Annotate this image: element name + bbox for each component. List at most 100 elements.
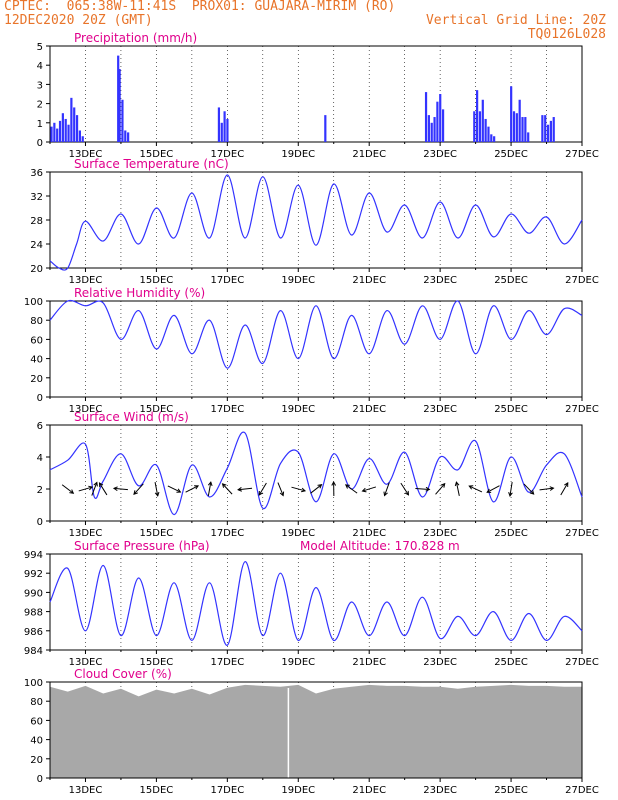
temperature-title: Surface Temperature (nC) (74, 157, 229, 171)
precipitation-bar (552, 117, 555, 142)
pressure-panel: 13DEC 15DEC 17DEC 19DEC 21DEC 23DEC 25DEC 27DEC… (24, 539, 599, 668)
humidity-x-tick-label: 23DEC (423, 404, 457, 415)
precipitation-x-tick-label: 13DEC (69, 149, 103, 160)
temperature-y-tick-label: 36 (30, 168, 43, 179)
pressure-y-tick-label: 986 (24, 627, 43, 638)
cloud-frame-overlay (49, 681, 583, 779)
pressure-x-tick-label: 23DEC (423, 657, 457, 668)
wind-x-tick-label: 15DEC (140, 528, 174, 539)
wind-arrow (539, 486, 555, 491)
humidity-y-tick-label: 100 (24, 297, 43, 308)
wind-arrow (508, 482, 513, 497)
temperature-panel: 13DEC 15DEC 17DEC 19DEC 21DEC 23DEC 25DEC 27DEC… (30, 157, 599, 286)
precipitation-bar (441, 109, 445, 142)
precipitation-x-tick-label: 15DEC (140, 149, 174, 160)
cloud-y-tick-label: 20 (30, 755, 43, 766)
precipitation-x-tick-label: 17DEC (210, 149, 244, 160)
precipitation-bar (424, 92, 428, 142)
pressure-x-tick-label: 21DEC (352, 657, 386, 668)
precipitation-x-tick-label: 27DEC (565, 149, 599, 160)
cloud-x-tick-label: 25DEC (494, 785, 528, 796)
precipitation-bar (510, 86, 513, 142)
cloud-y-tick-label: 100 (24, 678, 43, 689)
wind-title: Surface Wind (m/s) (74, 410, 189, 424)
humidity-x-tick-label: 27DEC (565, 404, 599, 415)
temperature-x-tick-label: 25DEC (494, 275, 528, 286)
precipitation-bar (544, 115, 547, 142)
precipitation-bar (117, 55, 120, 142)
humidity-x-tick-label: 17DEC (210, 404, 244, 415)
temperature-x-tick-label: 27DEC (565, 275, 599, 286)
humidity-series-line (49, 299, 583, 369)
cloud-x-tick-label: 23DEC (423, 785, 457, 796)
precipitation-y-tick-label: 2 (37, 100, 43, 111)
wind-y-tick-label: 0 (37, 517, 43, 528)
precipitation-bar (127, 132, 130, 142)
humidity-y-tick-label: 40 (30, 355, 43, 366)
temperature-y-tick-label: 28 (30, 216, 43, 227)
humidity-x-tick-label: 25DEC (494, 404, 528, 415)
vertical-grid-info: Vertical Grid Line: 20Z (425, 13, 606, 28)
precipitation-bar (481, 99, 484, 142)
wind-panel: 13DEC 15DEC 17DEC 19DEC 21DEC 23DEC 25DEC 27DEC… (37, 410, 599, 539)
cloud-y-tick-label: 80 (30, 697, 43, 708)
wind-arrow (454, 481, 460, 496)
wind-arrow (185, 485, 200, 493)
wind-arrow (258, 482, 267, 496)
precipitation-bar (324, 115, 327, 142)
precipitation-bar (427, 115, 430, 142)
wind-arrow (523, 483, 535, 495)
precipitation-bar (493, 136, 496, 142)
precipitation-bar (75, 115, 79, 142)
precipitation-bar (121, 99, 124, 142)
precipitation-panel: 13DEC 15DEC 17DEC 19DEC 21DEC 23DEC 25DEC 27DEC… (37, 31, 599, 160)
wind-y-tick-label: 6 (37, 421, 43, 432)
precipitation-bar (58, 120, 62, 142)
precipitation-bar (484, 118, 487, 142)
humidity-y-tick-label: 0 (37, 393, 43, 404)
wind-arrow (167, 485, 182, 493)
pressure-y-tick-label: 988 (24, 608, 43, 619)
cloud-x-tick-label: 15DEC (140, 785, 174, 796)
precipitation-bar (73, 107, 76, 142)
temperature-y-tick-label: 24 (30, 240, 43, 251)
precipitation-bar (217, 107, 221, 142)
pressure-series-line (49, 561, 583, 646)
humidity-x-tick-label: 15DEC (140, 404, 174, 415)
wind-arrow (237, 487, 253, 492)
precipitation-bar (50, 126, 53, 142)
precipitation-bar (439, 94, 442, 142)
cloud-title: Cloud Cover (%) (74, 667, 172, 681)
humidity-y-tick-label: 60 (30, 335, 43, 346)
temperature-series-line (49, 174, 583, 271)
precipitation-bar (226, 118, 229, 142)
wind-arrow (400, 482, 410, 496)
wind-x-tick-label: 23DEC (423, 528, 457, 539)
wind-arrow (468, 485, 483, 493)
temperature-frame (49, 171, 583, 269)
precipitation-bar (64, 118, 67, 142)
pressure-x-tick-label: 15DEC (140, 657, 174, 668)
wind-x-tick-label: 17DEC (210, 528, 244, 539)
wind-series-line (49, 431, 583, 516)
wind-arrow (221, 483, 233, 495)
humidity-x-tick-label: 19DEC (281, 404, 315, 415)
precipitation-bar (67, 124, 70, 142)
humidity-frame (49, 300, 583, 398)
pressure-y-tick-label: 994 (24, 550, 43, 561)
precipitation-y-tick-label: 4 (37, 61, 43, 72)
precipitation-bar (515, 113, 518, 142)
wind-arrow (435, 482, 446, 495)
precipitation-x-tick-label: 19DEC (281, 149, 315, 160)
wind-arrow (361, 486, 377, 493)
precipitation-bar (81, 136, 84, 142)
humidity-x-tick-label: 21DEC (352, 404, 386, 415)
precipitation-bar (70, 97, 73, 142)
precipitation-bar (53, 122, 56, 142)
humidity-y-tick-label: 20 (30, 374, 43, 385)
precipitation-bar (476, 90, 479, 142)
wind-arrow (310, 484, 323, 494)
precipitation-bar (478, 111, 482, 142)
station-info: CPTEC: 065:38W-11:41S PROX01: GUAJARA-MI… (4, 0, 396, 14)
precipitation-y-tick-label: 0 (37, 138, 43, 149)
